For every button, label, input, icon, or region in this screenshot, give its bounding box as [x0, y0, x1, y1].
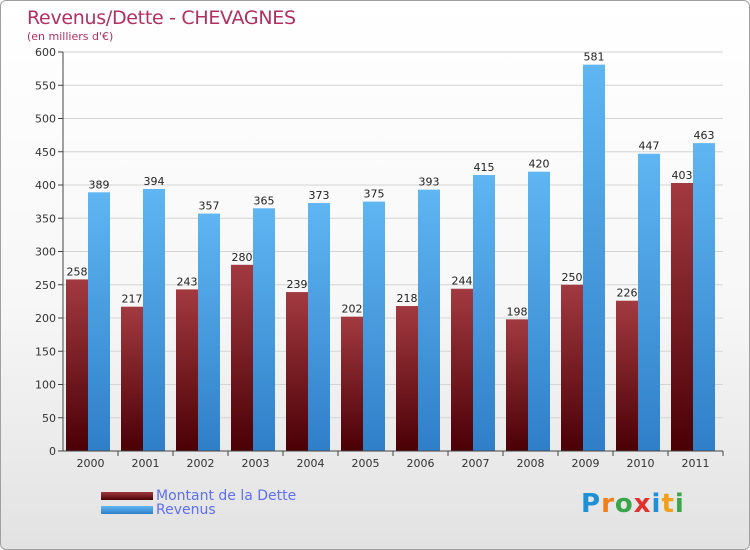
- data-label-revenus-2007: 415: [474, 161, 495, 174]
- data-label-revenus-2001: 394: [144, 175, 165, 188]
- chart-subtitle: (en milliers d'€): [27, 30, 114, 43]
- y-tick-label: 0: [49, 445, 56, 458]
- bar-debt-2001: [121, 306, 143, 451]
- data-label-debt-2001: 217: [122, 293, 143, 306]
- logo-letter: i: [674, 489, 685, 519]
- y-tick-label: 450: [35, 146, 56, 159]
- data-label-debt-2002: 243: [177, 275, 198, 288]
- y-tick-label: 550: [35, 79, 56, 92]
- y-tick-label: 300: [35, 246, 56, 259]
- x-axis: 2000 2001 2002 2003 2004 2005 2006 2007 2008 2009…: [63, 450, 724, 470]
- bar-debt-2011: [671, 183, 693, 451]
- bar-debt-2003: [231, 264, 253, 451]
- y-axis: 0 50 100 150 200 250 300 350 400 450 500 550 600: [35, 46, 64, 458]
- grid-lines: [63, 51, 723, 452]
- data-label-debt-2006: 218: [397, 292, 418, 305]
- x-tick-label: 2010: [627, 457, 655, 470]
- y-tick-label: 50: [42, 412, 56, 425]
- bar-debt-2006: [396, 306, 418, 451]
- y-tick-label: 150: [35, 345, 56, 358]
- bar-revenus-2006: [418, 189, 440, 451]
- bar-revenus-2010: [638, 153, 660, 451]
- bar-debt-2004: [286, 292, 308, 451]
- y-tick-label: 500: [35, 113, 56, 126]
- data-label-debt-2004: 239: [287, 278, 308, 291]
- logo-letter: o: [614, 489, 634, 519]
- proxiti-logo: Proxiti: [581, 489, 685, 519]
- data-label-debt-2011: 403: [672, 169, 693, 182]
- bar-debt-2010: [616, 300, 638, 451]
- x-tick-label: 2001: [132, 457, 160, 470]
- y-tick-label: 250: [35, 279, 56, 292]
- bar-revenus-2001: [143, 188, 165, 452]
- bar-debt-2005: [341, 316, 363, 451]
- y-tick-label: 600: [35, 46, 56, 59]
- bar-revenus-2009: [583, 64, 605, 451]
- y-tick-label: 350: [35, 212, 56, 225]
- data-label-debt-2000: 258: [67, 265, 88, 278]
- data-label-revenus-2002: 357: [199, 200, 220, 213]
- data-label-debt-2009: 250: [562, 271, 583, 284]
- data-label-debt-2003: 280: [232, 251, 253, 264]
- x-tick-label: 2007: [462, 457, 490, 470]
- bar-revenus-2003: [253, 208, 275, 451]
- legend-label-revenus: Revenus: [156, 502, 216, 518]
- bar-revenus-2007: [473, 175, 495, 451]
- data-label-revenus-2006: 393: [419, 176, 440, 189]
- data-label-revenus-2003: 365: [254, 194, 275, 207]
- logo-letter: P: [581, 489, 602, 519]
- data-label-debt-2005: 202: [342, 303, 363, 316]
- legend-swatch-revenus: [101, 506, 153, 514]
- bar-revenus-2008: [528, 171, 550, 451]
- data-label-revenus-2008: 420: [529, 158, 550, 171]
- data-label-revenus-2011: 463: [694, 129, 715, 142]
- y-tick-label: 100: [35, 379, 56, 392]
- bar-debt-2002: [176, 289, 198, 451]
- bar-debt-2000: [66, 279, 88, 451]
- legend-item-dette: Montant de la Dette: [101, 488, 296, 504]
- data-label-revenus-2000: 389: [89, 178, 110, 191]
- data-label-revenus-2010: 447: [639, 140, 660, 153]
- data-label-debt-2008: 198: [507, 305, 528, 318]
- x-tick-label: 2009: [572, 457, 600, 470]
- bar-revenus-2004: [308, 202, 330, 451]
- x-tick-label: 2003: [242, 457, 270, 470]
- x-tick-label: 2002: [187, 457, 215, 470]
- logo-letter: r: [601, 489, 615, 519]
- bars: 258 389 217 394 243 357 280 365 239 373 202 375 218 3…: [66, 51, 715, 452]
- bar-revenus-2002: [198, 213, 220, 451]
- data-label-debt-2007: 244: [452, 275, 473, 288]
- bar-revenus-2011: [693, 143, 715, 452]
- bar-debt-2007: [451, 288, 473, 451]
- y-tick-label: 200: [35, 312, 56, 325]
- x-tick-label: 2005: [352, 457, 380, 470]
- x-tick-label: 2011: [682, 457, 710, 470]
- legend-swatch-dette: [101, 492, 153, 500]
- bar-revenus-2000: [88, 192, 110, 451]
- data-label-debt-2010: 226: [617, 287, 638, 300]
- x-tick-label: 2008: [517, 457, 545, 470]
- logo-letter: t: [661, 489, 675, 519]
- bar-debt-2008: [506, 319, 528, 451]
- logo-letter: x: [633, 489, 652, 519]
- legend-item-revenus: Revenus: [101, 502, 216, 518]
- data-label-revenus-2009: 581: [584, 51, 605, 64]
- chart-title: Revenus/Dette - CHEVAGNES: [27, 7, 296, 29]
- legend-label-dette: Montant de la Dette: [156, 488, 297, 504]
- bar-revenus-2005: [363, 201, 385, 451]
- logo-letter: i: [651, 489, 662, 519]
- x-tick-label: 2000: [77, 457, 105, 470]
- data-label-revenus-2005: 375: [364, 188, 385, 201]
- x-tick-label: 2004: [297, 457, 325, 470]
- x-tick-label: 2006: [407, 457, 435, 470]
- data-label-revenus-2004: 373: [309, 189, 330, 202]
- y-tick-label: 400: [35, 179, 56, 192]
- bar-debt-2009: [561, 284, 583, 451]
